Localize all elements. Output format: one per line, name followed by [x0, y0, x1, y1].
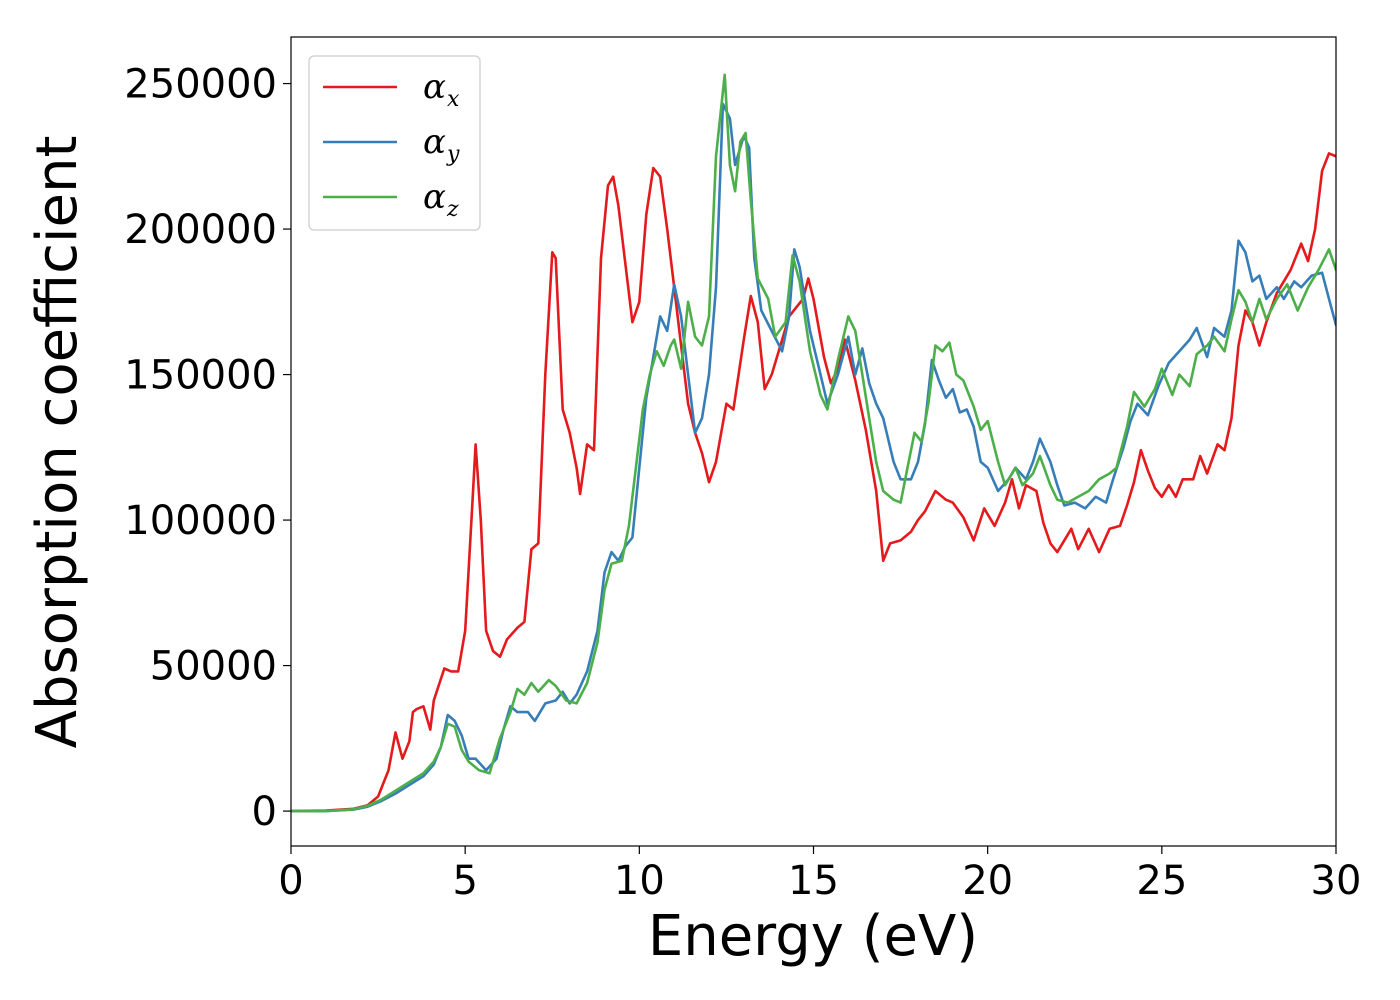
- series-line-z: [291, 73, 1336, 813]
- y-tick-label: 150000: [124, 353, 277, 399]
- axes: 0 5 10 15 20 25 30 0 50000 100000 150000 200000 2500…: [124, 36, 1362, 904]
- x-tick-label: 5: [452, 858, 477, 904]
- y-tick-label: 100000: [124, 498, 277, 544]
- x-tick-label: 25: [1136, 858, 1187, 904]
- y-tick-label: 50000: [150, 644, 277, 690]
- y-tick-label: 250000: [124, 62, 277, 108]
- y-axis-title: Absorption coefficient: [25, 136, 90, 749]
- x-tick-label: 15: [788, 858, 839, 904]
- y-tick-label: 0: [252, 789, 277, 835]
- x-tick-label: 30: [1311, 858, 1362, 904]
- legend-label-y: αy: [423, 122, 460, 167]
- legend: αx αy αz: [308, 55, 481, 231]
- x-tick-label: 0: [278, 858, 303, 904]
- legend-label-z: αz: [423, 177, 459, 222]
- legend-label-x: αx: [423, 67, 460, 112]
- x-tick-label: 20: [962, 858, 1013, 904]
- y-tick-label: 200000: [124, 207, 277, 253]
- x-tick-label: 10: [614, 858, 665, 904]
- x-axis-title: Energy (eV): [648, 904, 978, 969]
- plot-area: [291, 73, 1336, 813]
